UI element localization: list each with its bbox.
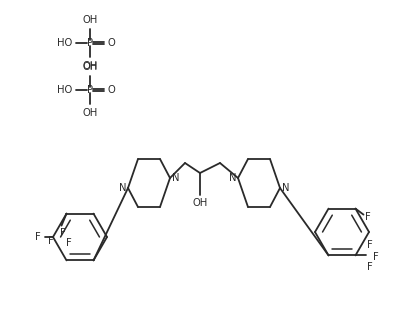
- Text: F: F: [374, 252, 379, 262]
- Text: OH: OH: [82, 108, 98, 118]
- Text: OH: OH: [82, 15, 98, 25]
- Text: HO: HO: [57, 38, 72, 48]
- Text: OH: OH: [82, 62, 98, 72]
- Text: F: F: [365, 212, 371, 222]
- Text: F: F: [48, 236, 53, 246]
- Text: N: N: [228, 173, 236, 183]
- Text: F: F: [66, 238, 71, 248]
- Text: OH: OH: [193, 198, 208, 208]
- Text: OH: OH: [82, 61, 98, 71]
- Text: F: F: [35, 232, 41, 242]
- Text: N: N: [282, 183, 289, 193]
- Text: F: F: [59, 228, 66, 238]
- Text: HO: HO: [57, 85, 72, 95]
- Text: P: P: [87, 85, 93, 95]
- Text: N: N: [118, 183, 126, 193]
- Text: O: O: [108, 38, 116, 48]
- Text: N: N: [172, 173, 179, 183]
- Text: P: P: [87, 38, 93, 48]
- Text: F: F: [368, 240, 373, 250]
- Text: O: O: [108, 85, 116, 95]
- Text: F: F: [368, 262, 373, 272]
